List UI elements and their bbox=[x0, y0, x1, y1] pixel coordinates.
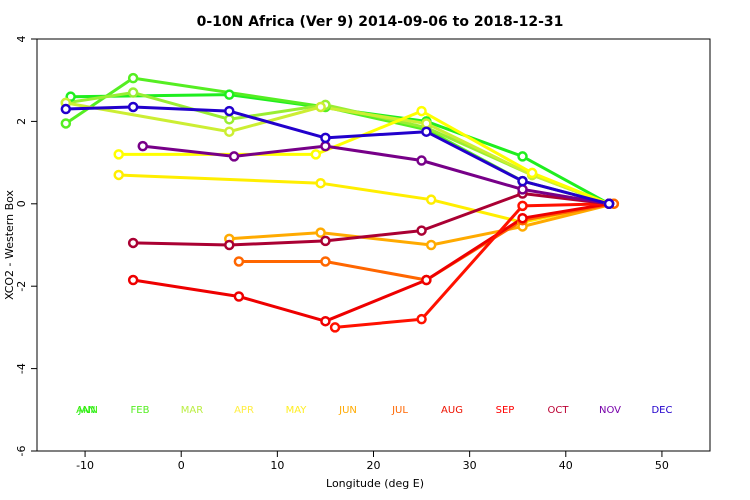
data-point-jul bbox=[315, 227, 326, 238]
axes: -10 0 10 20 30 40 50 -6 -4 -2 0 2 4 bbox=[15, 36, 669, 473]
data-point-ann bbox=[603, 198, 615, 210]
x-tick-label: 30 bbox=[463, 459, 477, 472]
data-point-dec bbox=[320, 140, 331, 152]
data-point-jan bbox=[517, 151, 528, 162]
legend-label: MAY bbox=[286, 405, 308, 416]
series-lines bbox=[64, 76, 615, 329]
data-point-jun bbox=[425, 194, 437, 205]
x-tick-label: 50 bbox=[655, 459, 669, 472]
data-point-nov bbox=[224, 239, 235, 251]
legend-label: FEB bbox=[131, 405, 150, 416]
series-line-oct bbox=[334, 202, 610, 329]
data-point-ann bbox=[421, 126, 432, 137]
data-point-ann bbox=[224, 105, 235, 117]
data-point-oct bbox=[517, 200, 528, 212]
data-point-sep bbox=[421, 274, 432, 286]
data-point-ann bbox=[320, 132, 331, 144]
data-point-ann bbox=[127, 101, 139, 113]
data-point-sep bbox=[517, 212, 528, 224]
y-tick-label: -2 bbox=[15, 281, 28, 292]
chart-title: 0-10N Africa (Ver 9) 2014-09-06 to 2018-… bbox=[197, 14, 564, 30]
data-point-dec bbox=[228, 151, 240, 162]
y-tick-label: -6 bbox=[15, 446, 28, 457]
legend-label: ANN bbox=[76, 405, 98, 416]
data-point-ann bbox=[517, 175, 528, 187]
y-tick-label: 4 bbox=[15, 36, 28, 43]
data-point-may bbox=[310, 149, 322, 160]
data-point-feb bbox=[60, 118, 72, 129]
data-point-may bbox=[526, 167, 538, 179]
x-tick-label: 40 bbox=[559, 459, 573, 472]
data-point-ann bbox=[60, 103, 72, 115]
data-point-sep bbox=[320, 315, 331, 327]
y-tick-label: 0 bbox=[15, 200, 28, 207]
series-line-dec bbox=[142, 144, 610, 206]
legend-label: MAR bbox=[181, 405, 203, 416]
x-tick-label: -10 bbox=[76, 459, 94, 472]
data-point-oct bbox=[329, 322, 341, 333]
series-line-jul bbox=[229, 202, 615, 247]
y-tick-label: -4 bbox=[15, 363, 28, 374]
data-point-sep bbox=[233, 291, 245, 302]
data-point-nov bbox=[320, 235, 331, 247]
data-point-nov bbox=[416, 225, 427, 236]
data-point-dec bbox=[416, 155, 427, 166]
data-point-aug bbox=[233, 256, 245, 267]
legend-label: NOV bbox=[599, 405, 621, 416]
data-point-jul bbox=[425, 239, 437, 251]
data-point-aug bbox=[320, 256, 331, 267]
data-point-dec bbox=[517, 184, 528, 195]
legend-label: DEC bbox=[651, 405, 672, 416]
y-axis-label: XCO2 - Western Box bbox=[3, 189, 16, 300]
data-point-jun bbox=[113, 169, 124, 181]
data-point-mar bbox=[127, 87, 139, 98]
data-point-apr bbox=[315, 101, 326, 113]
data-point-may bbox=[113, 149, 124, 160]
legend-label: JUN bbox=[338, 405, 357, 416]
x-tick-label: 10 bbox=[270, 459, 284, 472]
legend-label: SEP bbox=[496, 405, 515, 416]
data-point-mar bbox=[224, 114, 235, 125]
legend-label: AUG bbox=[441, 405, 463, 416]
legend-label: APR bbox=[234, 405, 254, 416]
series-line-apr bbox=[65, 101, 610, 206]
data-point-nov bbox=[127, 237, 139, 249]
data-point-apr bbox=[421, 118, 432, 129]
data-point-may bbox=[416, 105, 427, 117]
data-point-oct bbox=[416, 313, 427, 325]
data-point-jan bbox=[224, 89, 235, 100]
data-point-feb bbox=[127, 72, 139, 84]
legend-label: JUL bbox=[391, 405, 408, 416]
series-line-sep bbox=[132, 202, 610, 323]
data-point-dec bbox=[137, 140, 149, 152]
legend-label: OCT bbox=[548, 405, 570, 416]
x-tick-label: 20 bbox=[367, 459, 381, 472]
data-point-jun bbox=[315, 177, 326, 189]
y-tick-label: 2 bbox=[15, 118, 28, 125]
legend-label: JAN bbox=[77, 405, 95, 416]
series-line-nov bbox=[133, 192, 610, 247]
x-tick-label: 0 bbox=[178, 459, 185, 472]
data-point-sep bbox=[127, 274, 139, 286]
series-points bbox=[60, 72, 620, 333]
data-point-apr bbox=[224, 126, 235, 137]
x-axis-label: Longitude (deg E) bbox=[326, 477, 424, 490]
